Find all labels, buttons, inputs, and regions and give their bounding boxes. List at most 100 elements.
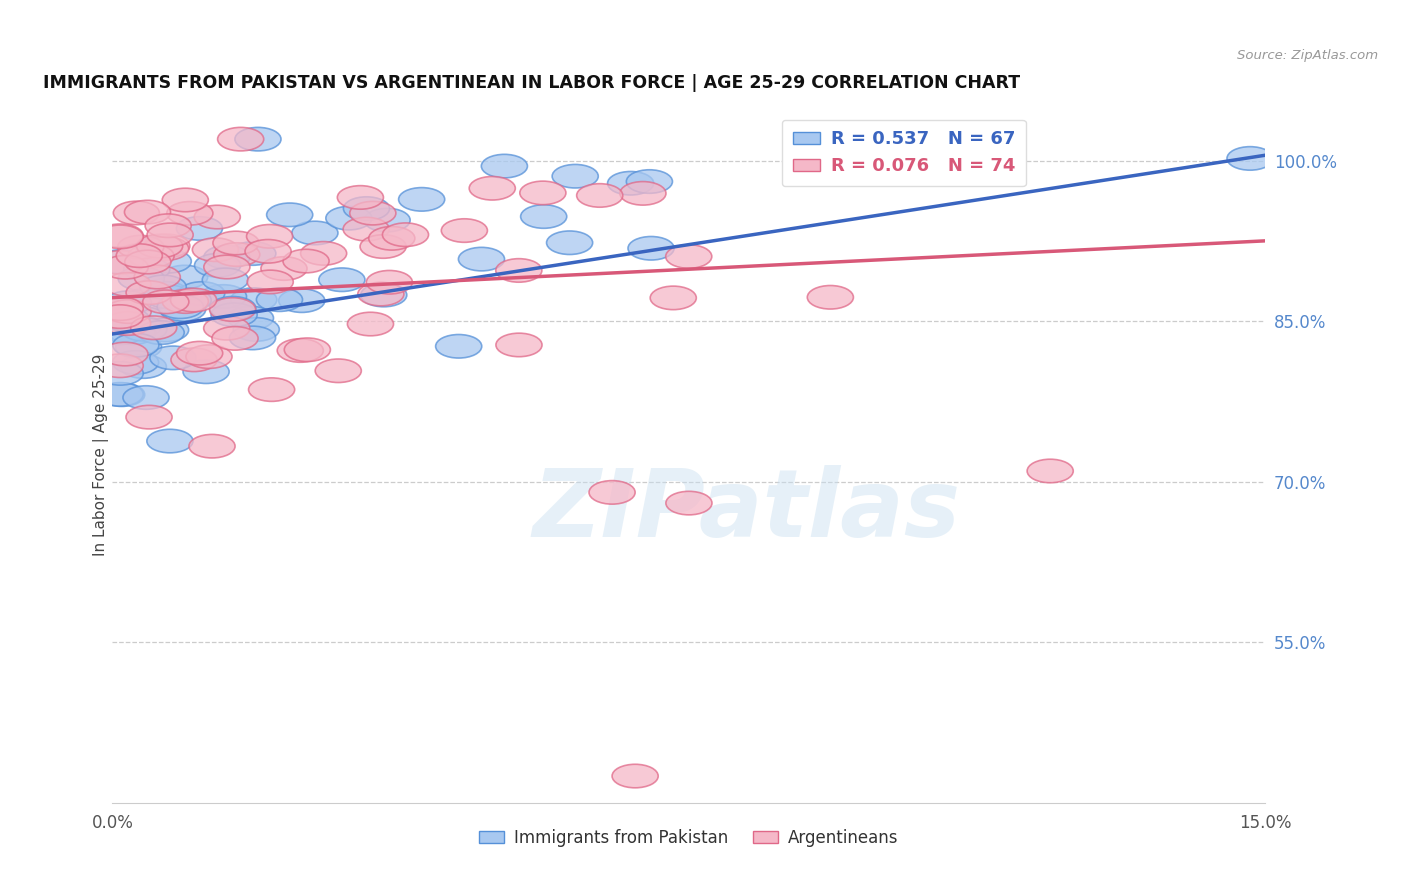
Ellipse shape xyxy=(212,326,259,351)
Ellipse shape xyxy=(188,434,235,458)
Ellipse shape xyxy=(103,255,148,279)
Ellipse shape xyxy=(218,128,264,151)
Ellipse shape xyxy=(209,298,256,321)
Ellipse shape xyxy=(162,265,208,289)
Ellipse shape xyxy=(145,250,191,273)
Ellipse shape xyxy=(665,244,711,268)
Ellipse shape xyxy=(626,169,672,194)
Ellipse shape xyxy=(121,307,167,331)
Ellipse shape xyxy=(496,259,541,282)
Ellipse shape xyxy=(146,429,193,453)
Ellipse shape xyxy=(138,321,184,344)
Ellipse shape xyxy=(170,288,217,312)
Ellipse shape xyxy=(104,311,150,335)
Ellipse shape xyxy=(246,225,292,248)
Ellipse shape xyxy=(382,223,429,246)
Ellipse shape xyxy=(612,764,658,788)
Ellipse shape xyxy=(283,249,329,273)
Ellipse shape xyxy=(150,346,195,369)
Ellipse shape xyxy=(547,231,593,254)
Ellipse shape xyxy=(481,154,527,178)
Ellipse shape xyxy=(165,288,211,312)
Ellipse shape xyxy=(249,378,295,401)
Ellipse shape xyxy=(470,177,516,200)
Ellipse shape xyxy=(141,275,186,299)
Ellipse shape xyxy=(368,227,415,250)
Ellipse shape xyxy=(97,383,143,406)
Ellipse shape xyxy=(245,240,291,263)
Ellipse shape xyxy=(364,209,411,232)
Ellipse shape xyxy=(202,268,249,292)
Ellipse shape xyxy=(360,235,406,259)
Ellipse shape xyxy=(235,128,281,151)
Text: ZIPatlas: ZIPatlas xyxy=(533,465,960,557)
Ellipse shape xyxy=(628,236,673,260)
Ellipse shape xyxy=(337,186,384,210)
Ellipse shape xyxy=(201,285,246,309)
Ellipse shape xyxy=(284,338,330,361)
Ellipse shape xyxy=(105,291,152,315)
Ellipse shape xyxy=(118,267,165,290)
Ellipse shape xyxy=(101,343,148,366)
Ellipse shape xyxy=(277,339,323,362)
Ellipse shape xyxy=(292,221,337,244)
Ellipse shape xyxy=(100,318,146,342)
Ellipse shape xyxy=(458,247,505,271)
Ellipse shape xyxy=(229,326,276,350)
Ellipse shape xyxy=(167,202,212,225)
Ellipse shape xyxy=(97,225,143,249)
Ellipse shape xyxy=(136,235,183,258)
Text: IMMIGRANTS FROM PAKISTAN VS ARGENTINEAN IN LABOR FORCE | AGE 25-29 CORRELATION C: IMMIGRANTS FROM PAKISTAN VS ARGENTINEAN … xyxy=(44,74,1021,92)
Ellipse shape xyxy=(127,281,172,304)
Ellipse shape xyxy=(124,258,170,281)
Ellipse shape xyxy=(347,312,394,335)
Ellipse shape xyxy=(148,223,193,247)
Ellipse shape xyxy=(343,197,389,220)
Ellipse shape xyxy=(194,253,240,277)
Ellipse shape xyxy=(361,284,406,307)
Ellipse shape xyxy=(115,335,162,359)
Ellipse shape xyxy=(97,321,143,344)
Ellipse shape xyxy=(115,315,162,338)
Ellipse shape xyxy=(520,205,567,228)
Ellipse shape xyxy=(157,295,204,318)
Ellipse shape xyxy=(98,383,145,407)
Ellipse shape xyxy=(114,202,159,225)
Ellipse shape xyxy=(97,305,143,328)
Ellipse shape xyxy=(179,282,225,305)
Ellipse shape xyxy=(186,345,232,368)
Ellipse shape xyxy=(436,334,482,358)
Ellipse shape xyxy=(589,481,636,504)
Ellipse shape xyxy=(177,342,222,365)
Ellipse shape xyxy=(127,405,172,429)
Ellipse shape xyxy=(97,251,143,274)
Ellipse shape xyxy=(807,285,853,309)
Ellipse shape xyxy=(143,290,188,314)
Ellipse shape xyxy=(97,354,143,377)
Ellipse shape xyxy=(229,242,276,265)
Ellipse shape xyxy=(128,244,174,268)
Ellipse shape xyxy=(650,286,696,310)
Ellipse shape xyxy=(357,282,404,306)
Ellipse shape xyxy=(117,244,162,268)
Ellipse shape xyxy=(620,182,666,205)
Ellipse shape xyxy=(143,234,190,258)
Ellipse shape xyxy=(105,300,152,323)
Ellipse shape xyxy=(194,205,240,228)
Ellipse shape xyxy=(104,308,150,331)
Ellipse shape xyxy=(121,318,167,341)
Ellipse shape xyxy=(204,245,250,269)
Ellipse shape xyxy=(110,321,156,344)
Ellipse shape xyxy=(135,236,181,260)
Ellipse shape xyxy=(315,359,361,383)
Ellipse shape xyxy=(97,361,143,385)
Ellipse shape xyxy=(112,351,159,375)
Ellipse shape xyxy=(172,348,217,372)
Ellipse shape xyxy=(267,203,312,227)
Ellipse shape xyxy=(1227,146,1272,170)
Ellipse shape xyxy=(122,385,169,409)
Ellipse shape xyxy=(125,251,172,274)
Ellipse shape xyxy=(350,202,396,225)
Ellipse shape xyxy=(247,270,294,293)
Ellipse shape xyxy=(142,318,188,342)
